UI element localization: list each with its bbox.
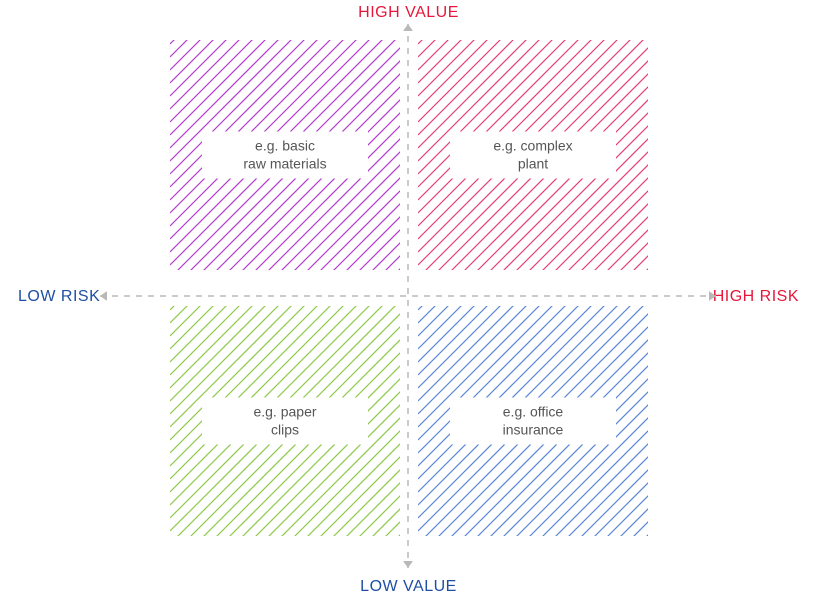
quadrant-label-bottom-right: e.g. office insurance — [450, 398, 616, 445]
risk-value-matrix: HIGH VALUE LOW VALUE LOW RISK HIGH RISK … — [0, 0, 817, 600]
quadrant-label-top-right: e.g. complex plant — [450, 132, 616, 179]
quadrant-bottom-left: e.g. paper clips — [170, 306, 400, 536]
quadrant-label-top-left: e.g. basic raw materials — [202, 132, 368, 179]
quadrant-top-right: e.g. complex plant — [418, 40, 648, 270]
quadrant-top-left: e.g. basic raw materials — [170, 40, 400, 270]
axes — [0, 0, 817, 600]
quadrant-bottom-right: e.g. office insurance — [418, 306, 648, 536]
quadrant-label-bottom-left: e.g. paper clips — [202, 398, 368, 445]
